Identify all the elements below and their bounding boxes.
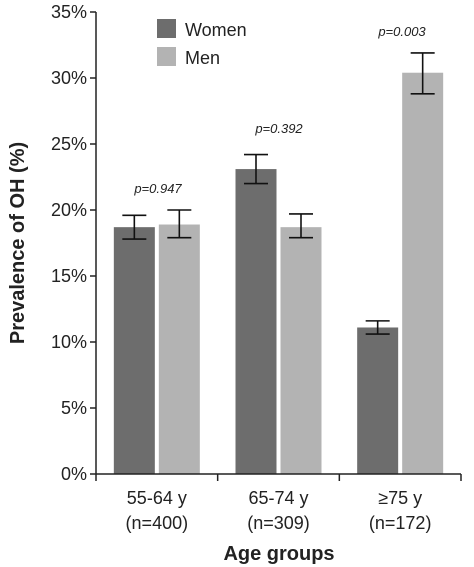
bar-men <box>280 227 322 474</box>
y-tick-label: 5% <box>61 398 87 418</box>
y-ticks: 0% 5% 10% 15% 20% 25% 30% 35% <box>51 2 96 484</box>
x-tick-label-n: (n=309) <box>247 513 310 533</box>
error-bar <box>167 209 192 239</box>
legend-label-women: Women <box>185 20 247 40</box>
legend: Women Men <box>157 19 247 68</box>
error-bar <box>122 214 147 240</box>
x-tick-label-n: (n=172) <box>369 513 432 533</box>
y-tick-label: 20% <box>51 200 87 220</box>
x-ticks: 55-64 y (n=400) 65-74 y (n=309) ≥75 y (n=172) <box>95 474 462 533</box>
error-bar <box>244 153 268 185</box>
bars-layer <box>113 72 444 474</box>
y-tick-label: 10% <box>51 332 87 352</box>
x-tick-label-n: (n=400) <box>126 513 189 533</box>
x-tick-label: ≥75 y <box>378 488 422 508</box>
legend-label-men: Men <box>185 48 220 68</box>
y-tick-label: 25% <box>51 134 87 154</box>
error-bar <box>289 213 313 239</box>
bar-men <box>402 72 444 474</box>
bar-women <box>357 327 399 474</box>
error-bar <box>410 52 435 95</box>
error-bar <box>365 320 390 335</box>
p-value-annotation: p=0.392 <box>254 121 303 136</box>
x-tick-label: 55-64 y <box>127 488 187 508</box>
y-tick-label: 0% <box>61 464 87 484</box>
y-tick-label: 15% <box>51 266 87 286</box>
p-value-annotation: p=0.947 <box>133 181 182 196</box>
bar-women <box>235 169 277 474</box>
y-tick-label: 35% <box>51 2 87 22</box>
legend-swatch-men <box>157 47 176 66</box>
p-value-annotation: p=0.003 <box>377 24 426 39</box>
error-bars-layer <box>122 52 435 335</box>
y-axis-title: Prevalence of OH (%) <box>7 142 29 344</box>
bar-women <box>113 227 155 474</box>
y-tick-label: 30% <box>51 68 87 88</box>
bar-men <box>158 224 200 474</box>
x-tick-label: 65-74 y <box>248 488 308 508</box>
legend-swatch-women <box>157 19 176 38</box>
x-axis-title: Age groups <box>223 543 334 565</box>
